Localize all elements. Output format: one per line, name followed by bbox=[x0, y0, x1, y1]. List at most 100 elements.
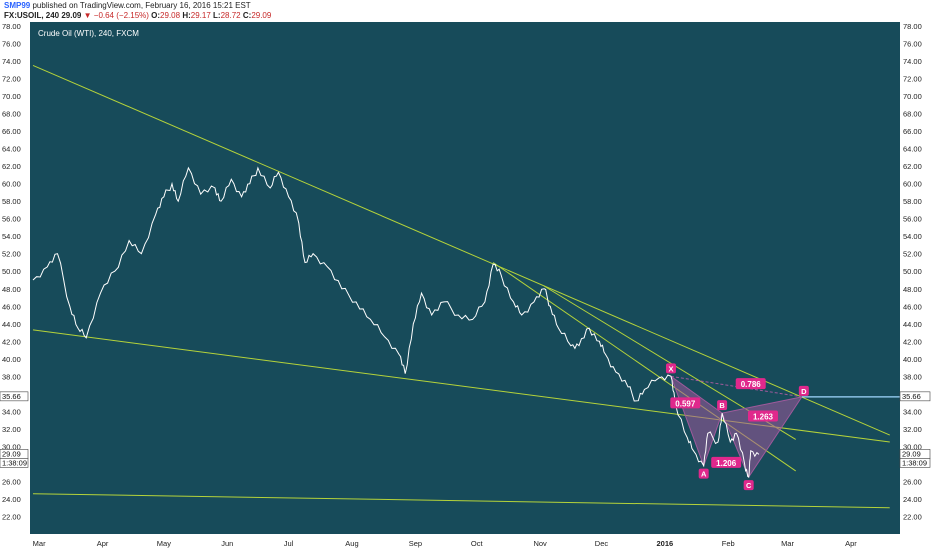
pattern-labels: X A B C D 0.597 0.786 1.263 1.206 bbox=[665, 363, 809, 491]
x-tick-label: Mar bbox=[781, 539, 794, 548]
left-price-axis: 22.0024.0026.0028.0030.0032.0034.0036.00… bbox=[2, 22, 21, 521]
x-tick-label: Oct bbox=[471, 539, 484, 548]
y-tick-label-left: 54.00 bbox=[2, 232, 21, 241]
pattern-point-badge bbox=[798, 385, 809, 396]
y-tick-label-right: 50.00 bbox=[903, 267, 922, 276]
symbol-label: FX:USOIL, 240 bbox=[4, 11, 60, 20]
y-tick-label-right: 38.00 bbox=[903, 372, 922, 381]
y-tick-label-right: 22.00 bbox=[903, 512, 922, 521]
y-tick-label-left: 56.00 bbox=[2, 215, 21, 224]
y-tick-label-left: 32.00 bbox=[2, 425, 21, 434]
ratio-label: 0.597 bbox=[675, 399, 696, 408]
y-tick-label-left: 30.00 bbox=[2, 442, 21, 451]
pattern-point-label: D bbox=[801, 387, 807, 396]
y-tick-label-right: 78.00 bbox=[903, 22, 922, 31]
trendline bbox=[32, 493, 890, 509]
pattern-point-badge bbox=[665, 363, 676, 374]
ratio-badge bbox=[711, 456, 742, 468]
y-tick-label-right: 24.00 bbox=[903, 495, 922, 504]
y-tick-label-left: 60.00 bbox=[2, 180, 21, 189]
ratio-badge bbox=[747, 410, 778, 422]
open-label: O: bbox=[151, 11, 161, 20]
y-tick-label-right: 76.00 bbox=[903, 40, 922, 49]
pattern-bcd bbox=[721, 396, 803, 479]
open-value: 29.08 bbox=[160, 11, 181, 20]
price-series bbox=[32, 166, 760, 478]
y-tick-label-right: 66.00 bbox=[903, 127, 922, 136]
ratio-label: 1.263 bbox=[753, 413, 774, 422]
x-tick-label: 2016 bbox=[657, 539, 674, 548]
y-tick-label-right: 40.00 bbox=[903, 355, 922, 364]
price-tag-box bbox=[899, 458, 931, 468]
y-tick-label-right: 52.00 bbox=[903, 250, 922, 259]
y-tick-label-left: 46.00 bbox=[2, 302, 21, 311]
y-tick-label-right: 56.00 bbox=[903, 215, 922, 224]
x-tick-label: Dec bbox=[595, 539, 609, 548]
x-tick-label: Apr bbox=[845, 539, 857, 548]
trendline bbox=[32, 64, 890, 436]
y-tick-label-left: 26.00 bbox=[2, 477, 21, 486]
y-tick-label-right: 44.00 bbox=[903, 320, 922, 329]
y-tick-label-left: 78.00 bbox=[2, 22, 21, 31]
y-tick-label-left: 48.00 bbox=[2, 285, 21, 294]
price-chart[interactable]: 22.0024.0026.0028.0030.0032.0034.0036.00… bbox=[0, 22, 932, 550]
y-tick-label-right: 60.00 bbox=[903, 180, 922, 189]
y-tick-label-right: 58.00 bbox=[903, 197, 922, 206]
pattern-point-label: A bbox=[701, 470, 707, 479]
y-tick-label-right: 74.00 bbox=[903, 57, 922, 66]
chart-background bbox=[0, 22, 932, 550]
y-tick-label-left: 66.00 bbox=[2, 127, 21, 136]
y-tick-label-right: 46.00 bbox=[903, 302, 922, 311]
x-tick-label: Sep bbox=[409, 539, 422, 548]
y-tick-label-right: 54.00 bbox=[903, 232, 922, 241]
pattern-point-badge bbox=[743, 480, 754, 491]
price-tag-box bbox=[0, 391, 29, 402]
price-change: ▼ −0.64 (−2.15%) bbox=[83, 11, 149, 20]
ratio-badge bbox=[670, 397, 701, 409]
published-text: published on TradingView.com, February 1… bbox=[32, 1, 251, 10]
low-label: L: bbox=[213, 11, 221, 20]
y-tick-label-right: 64.00 bbox=[903, 145, 922, 154]
y-tick-label-right: 26.00 bbox=[903, 477, 922, 486]
y-tick-label-right: 70.00 bbox=[903, 92, 922, 101]
ratio-badge bbox=[735, 378, 766, 390]
y-tick-label-left: 64.00 bbox=[2, 145, 21, 154]
x-tick-label: Feb bbox=[722, 539, 735, 548]
pattern-point-label: C bbox=[746, 481, 752, 490]
y-tick-label-left: 42.00 bbox=[2, 337, 21, 346]
x-tick-label: Jun bbox=[221, 539, 233, 548]
price-tag-box bbox=[0, 458, 29, 468]
right-price-axis: 22.0024.0026.0028.0030.0032.0034.0036.00… bbox=[903, 22, 922, 521]
high-label: H: bbox=[182, 11, 191, 20]
publisher-name[interactable]: SMP99 bbox=[4, 1, 31, 10]
y-tick-label-right: 34.00 bbox=[903, 407, 922, 416]
price-tag-text: 1:38:09 bbox=[902, 458, 927, 467]
x-tick-label: Apr bbox=[97, 539, 109, 548]
y-tick-label-left: 22.00 bbox=[2, 512, 21, 521]
y-tick-label-right: 62.00 bbox=[903, 162, 922, 171]
ohlc-line: FX:USOIL, 240 29.09 ▼ −0.64 (−2.15%) O:2… bbox=[4, 11, 271, 20]
ratio-label: 1.206 bbox=[716, 459, 737, 468]
x-tick-label: Aug bbox=[345, 539, 358, 548]
y-tick-label-left: 38.00 bbox=[2, 372, 21, 381]
y-tick-label-right: 48.00 bbox=[903, 285, 922, 294]
y-tick-label-left: 62.00 bbox=[2, 162, 21, 171]
last-price: 29.09 bbox=[61, 11, 82, 20]
x-tick-label: May bbox=[157, 539, 171, 548]
y-tick-label-left: 52.00 bbox=[2, 250, 21, 259]
price-tag-box bbox=[899, 391, 931, 402]
pattern-point-badge bbox=[717, 400, 728, 411]
y-tick-label-right: 32.00 bbox=[903, 425, 922, 434]
pattern-point-badge bbox=[698, 468, 709, 479]
close-label: C: bbox=[242, 11, 252, 20]
pattern-point-label: B bbox=[719, 401, 725, 410]
high-value: 29.17 bbox=[190, 11, 211, 20]
y-tick-label-left: 44.00 bbox=[2, 320, 21, 329]
time-axis: Mar Apr May Jun Jul Aug Sep Oct Nov Dec 2016 Feb Mar… bbox=[33, 539, 858, 548]
publisher-line: SMP99 published on TradingView.com, Febr… bbox=[4, 1, 251, 10]
y-tick-label-right: 30.00 bbox=[903, 442, 922, 451]
x-tick-label: Jul bbox=[284, 539, 294, 548]
y-tick-label-left: 58.00 bbox=[2, 197, 21, 206]
y-tick-label-left: 40.00 bbox=[2, 355, 21, 364]
price-line bbox=[32, 166, 760, 478]
